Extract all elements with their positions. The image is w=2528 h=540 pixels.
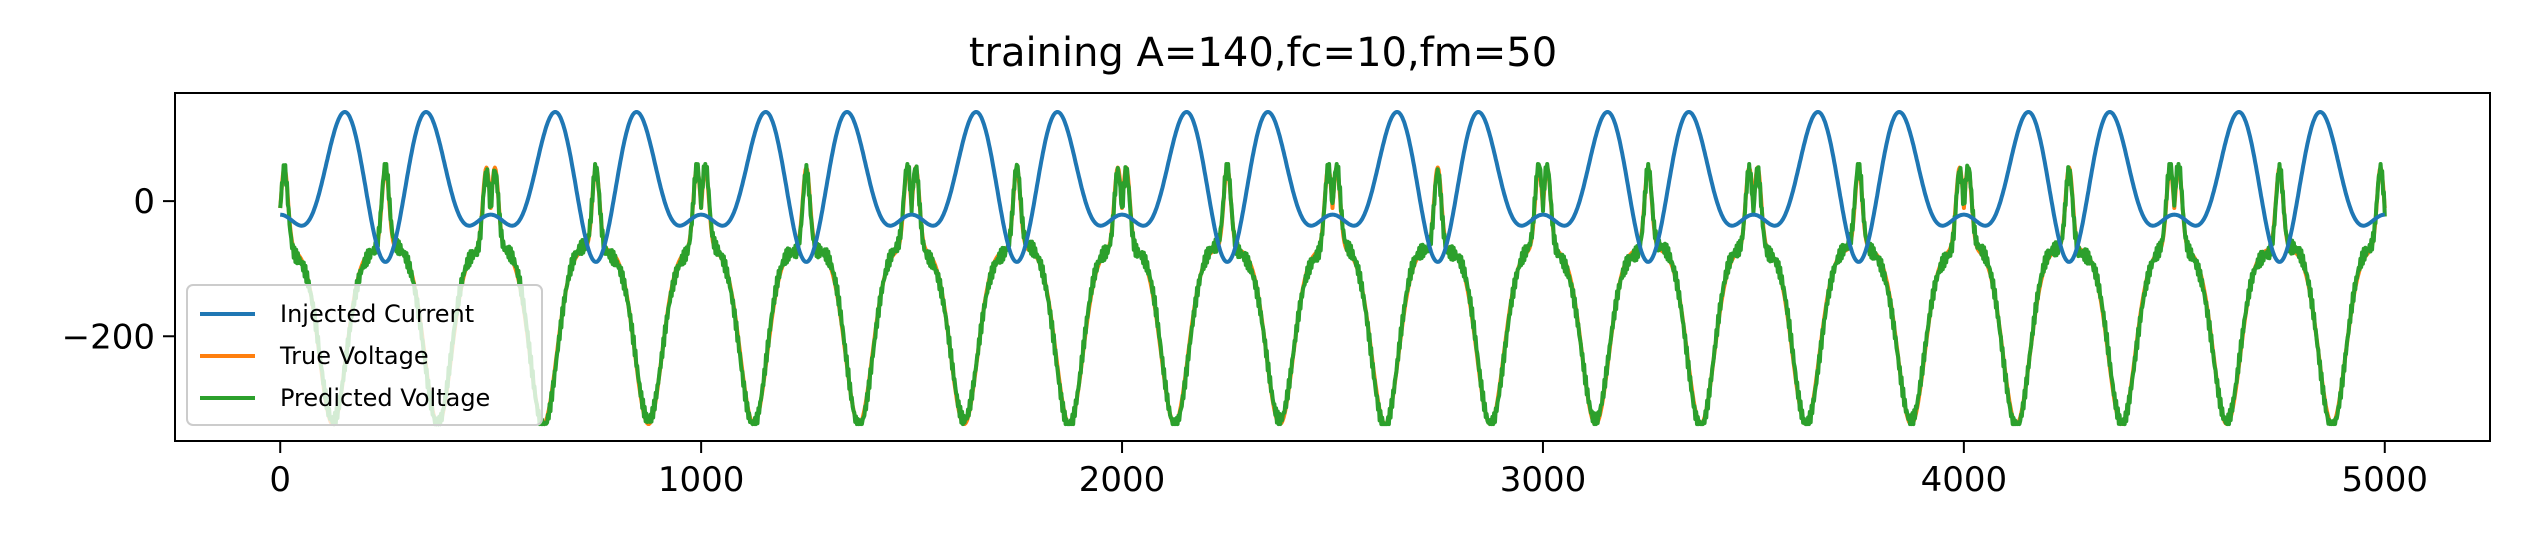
- x-axis: 0 1000 2000 3000 4000 5000: [269, 441, 2428, 500]
- x-tick-label: 1000: [658, 460, 745, 500]
- y-tick-label: −200: [62, 317, 155, 357]
- chart-title: training A=140,fc=10,fm=50: [969, 30, 1557, 76]
- legend-label-injected-current: Injected Current: [280, 300, 474, 328]
- y-axis: 0 −200: [62, 182, 175, 357]
- series-injected-current: [279, 110, 2386, 264]
- axes-frame: [174, 92, 2491, 442]
- x-tick-label: 5000: [2342, 460, 2429, 500]
- legend-label-predicted-voltage: Predicted Voltage: [280, 384, 490, 412]
- plot-lines: [278, 110, 2387, 427]
- series-predicted-voltage: [278, 162, 2387, 427]
- legend: Injected Current True Voltage Predicted …: [186, 284, 543, 426]
- x-tick-label: 0: [269, 460, 291, 500]
- series-true-voltage: [278, 165, 2387, 426]
- x-tick-label: 4000: [1921, 460, 2008, 500]
- x-tick-label: 2000: [1079, 460, 1166, 500]
- x-tick-label: 3000: [1500, 460, 1587, 500]
- legend-box: [186, 284, 543, 426]
- legend-label-true-voltage: True Voltage: [279, 342, 429, 370]
- y-tick-label: 0: [133, 182, 155, 222]
